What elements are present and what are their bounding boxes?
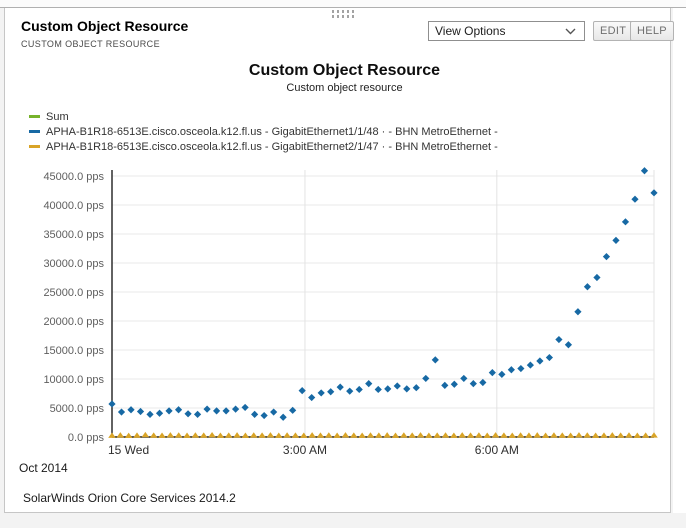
svg-text:15 Wed: 15 Wed [108, 443, 149, 457]
page-right-gutter [673, 8, 686, 513]
chart-title: Custom Object Resource [248, 62, 441, 79]
legend-swatch-blue [29, 130, 40, 133]
help-button[interactable]: HELP [630, 21, 674, 41]
svg-text:3:00 AM: 3:00 AM [283, 443, 327, 457]
svg-text:6:00 AM: 6:00 AM [475, 443, 519, 457]
drag-grip-dots [332, 15, 356, 18]
legend-label: Sum [46, 110, 69, 123]
svg-text:15000.0 pps: 15000.0 pps [43, 345, 104, 357]
chart-subtitle: Custom object resource [286, 82, 403, 94]
legend-swatch-green [29, 115, 40, 118]
resource-title: Custom Object Resource [21, 18, 189, 34]
svg-text:30000.0 pps: 30000.0 pps [43, 258, 104, 270]
edit-button[interactable]: EDIT [593, 21, 634, 41]
svg-text:25000.0 pps: 25000.0 pps [43, 287, 104, 299]
drag-grip-dots [332, 10, 356, 13]
svg-text:20000.0 pps: 20000.0 pps [43, 316, 104, 328]
svg-text:5000.0 pps: 5000.0 pps [50, 403, 105, 415]
chart-plot-area: 0.0 pps 5000.0 pps 10000.0 pps 15000.0 pps 2… [19, 167, 658, 475]
svg-text:45000.0 pps: 45000.0 pps [43, 171, 104, 183]
svg-text:35000.0 pps: 35000.0 pps [43, 229, 104, 241]
legend-item-interface-1-1-48: APHA-B1R18-6513E.cisco.osceola.k12.fl.us… [29, 124, 498, 139]
chevron-down-icon [565, 28, 576, 35]
view-options-selected-value: View Options [435, 24, 506, 38]
drag-grip-icon[interactable] [332, 10, 356, 18]
svg-text:0.0 pps: 0.0 pps [68, 432, 105, 444]
chart-legend: Sum APHA-B1R18-6513E.cisco.osceola.k12.f… [29, 109, 498, 154]
resource-panel: Custom Object Resource CUSTOM OBJECT RES… [4, 8, 674, 513]
legend-item-sum: Sum [29, 109, 498, 124]
svg-text:40000.0 pps: 40000.0 pps [43, 200, 104, 212]
legend-label: APHA-B1R18-6513E.cisco.osceola.k12.fl.us… [46, 125, 498, 138]
resource-subtitle: CUSTOM OBJECT RESOURCE [21, 39, 160, 49]
svg-text:10000.0 pps: 10000.0 pps [43, 374, 104, 386]
legend-label: APHA-B1R18-6513E.cisco.osceola.k12.fl.us… [46, 140, 498, 153]
view-options-dropdown[interactable]: View Options [428, 21, 585, 41]
page-top-strip [0, 0, 686, 8]
legend-item-interface-2-1-47: APHA-B1R18-6513E.cisco.osceola.k12.fl.us… [29, 139, 498, 154]
footer-brand-text: SolarWinds Orion Core Services 2014.2 [23, 491, 236, 505]
svg-text:Oct 2014: Oct 2014 [19, 461, 68, 475]
legend-swatch-yellow [29, 145, 40, 148]
